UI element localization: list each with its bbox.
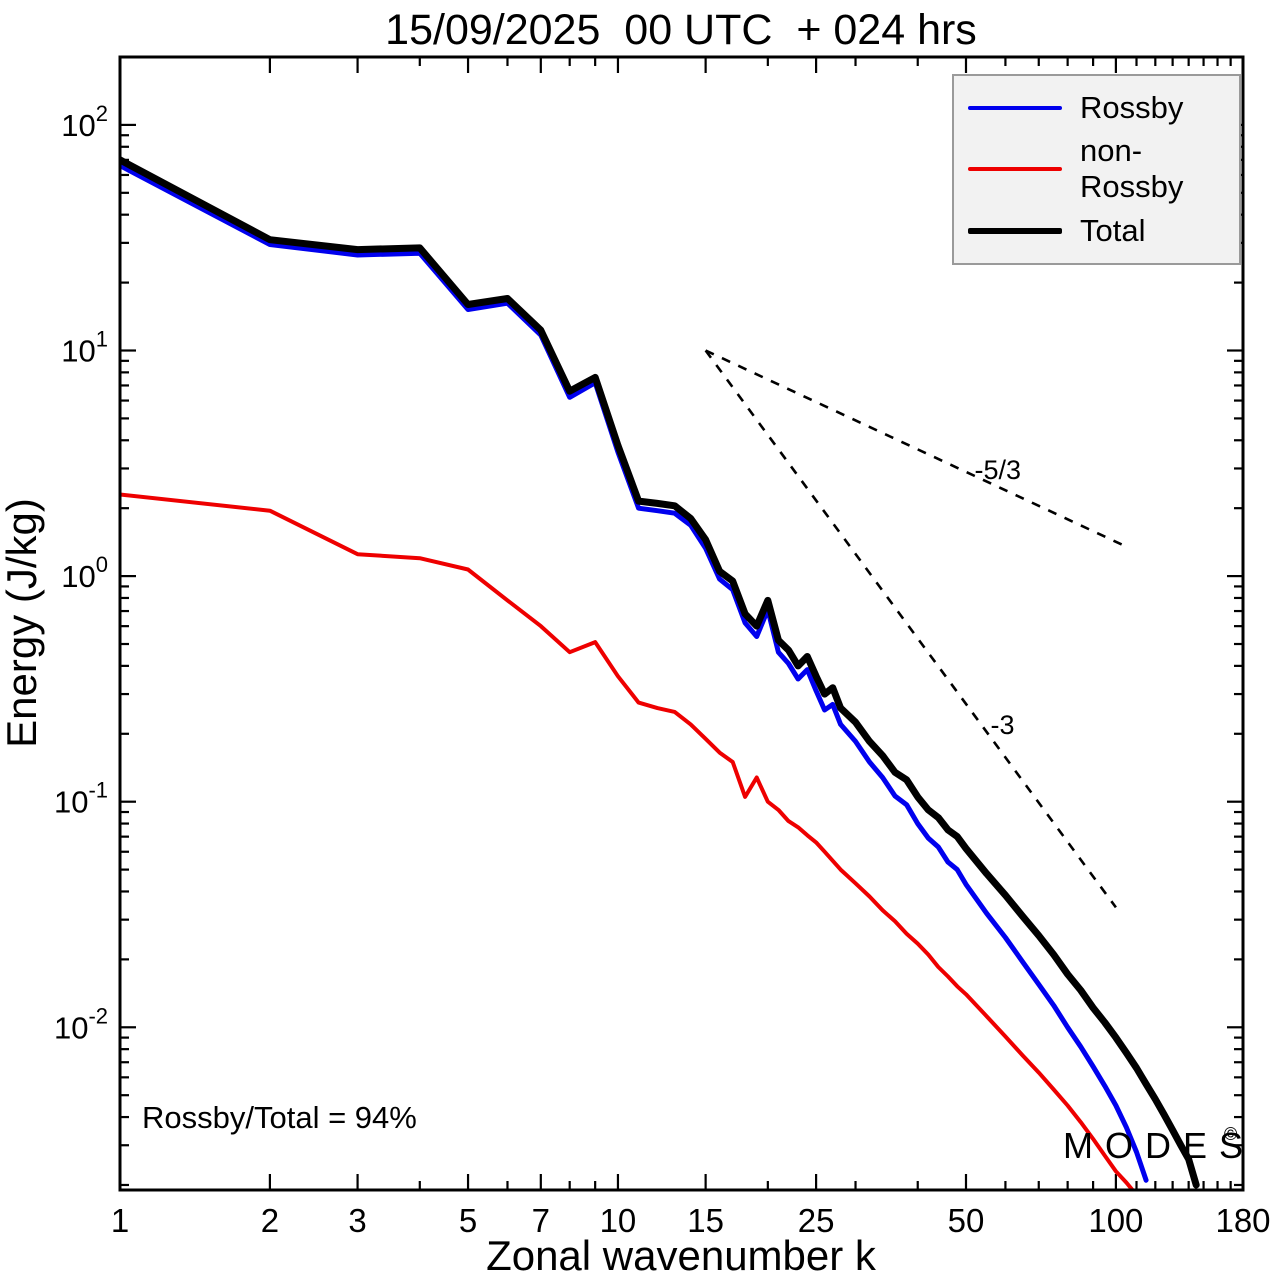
legend-line-sample (968, 228, 1062, 235)
y-tick-label: 10-1 (54, 778, 108, 820)
x-tick-label: 1 (111, 1202, 129, 1239)
slope-label--5-3: -5/3 (974, 455, 1021, 485)
slope-label--3: -3 (991, 710, 1015, 740)
x-tick-label: 100 (1088, 1202, 1143, 1239)
chart-title: 15/09/2025 00 UTC + 024 hrs (385, 6, 977, 54)
y-tick-label: 10-2 (54, 1003, 108, 1045)
legend-item-rossby: Rossby (954, 90, 1239, 126)
legend-line-sample (968, 167, 1062, 172)
y-tick-label: 102 (61, 101, 108, 143)
legend-label: non-Rossby (1080, 133, 1184, 205)
legend: Rossby non-Rossby Total (952, 74, 1241, 265)
x-tick-label: 2 (261, 1202, 279, 1239)
plot-border (118, 55, 1245, 1192)
x-tick-label: 3 (348, 1202, 366, 1239)
rossby-total-ratio-annotation: Rossby/Total = 94% (142, 1100, 417, 1135)
y-tick-label: 101 (61, 327, 108, 369)
legend-item-total: Total (954, 213, 1239, 249)
legend-label: Total (1080, 213, 1146, 249)
x-tick-label: 10 (600, 1202, 637, 1239)
y-tick-label: 100 (61, 552, 108, 594)
x-tick-label: 7 (532, 1202, 550, 1239)
slope-reference-line--3 (704, 349, 1117, 909)
x-tick-label: 5 (459, 1202, 477, 1239)
tick-labels: 1 2 3 5 7 10 15 25 50 100 180 102 101 100 10-1 10-2 (54, 101, 1271, 1239)
legend-label: Rossby (1080, 89, 1184, 125)
legend-line-sample (968, 105, 1062, 110)
x-tick-label: 15 (687, 1202, 724, 1239)
x-axis-label: Zonal wavenumber k (486, 1232, 877, 1279)
copyright-icon: © (1224, 1124, 1237, 1144)
series-lines (120, 156, 1200, 1190)
modes-watermark: MODES (1063, 1125, 1255, 1166)
x-tick-label: 180 (1215, 1202, 1270, 1239)
y-axis-label: Energy (J/kg) (0, 498, 45, 748)
legend-item-non-rossby: non-Rossby (954, 133, 1239, 205)
series-line-non-rossby (120, 492, 1135, 1190)
series-line-total (120, 156, 1200, 1189)
slope-reference-line--5-3 (705, 349, 1127, 548)
x-tick-label: 50 (948, 1202, 985, 1239)
x-tick-label: 25 (798, 1202, 835, 1239)
series-line-rossby (120, 163, 1149, 1183)
